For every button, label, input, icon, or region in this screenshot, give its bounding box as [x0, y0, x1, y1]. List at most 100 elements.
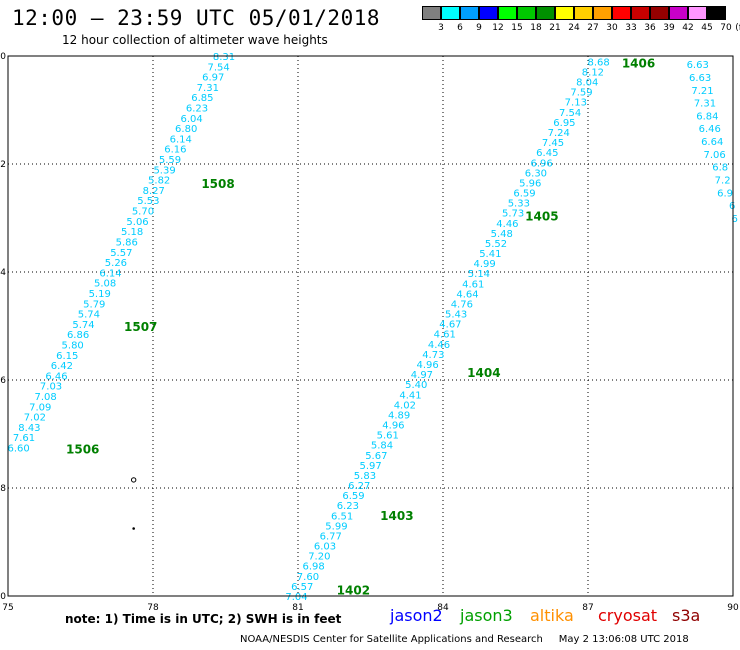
swh-value-label: 5.48 — [491, 229, 513, 240]
colorbar-swatch — [593, 6, 612, 20]
swh-value-label: 5.59 — [159, 155, 181, 166]
swh-value-label: 4.67 — [439, 320, 461, 331]
swh-value-label: 6.03 — [314, 542, 336, 553]
chart-title: 12:00 – 23:59 UTC 05/01/2018 — [12, 6, 381, 30]
y-tick-label: -34 — [0, 268, 6, 278]
swh-value-label: 6.64 — [701, 137, 723, 148]
swh-value-label: 8.12 — [582, 67, 604, 78]
swh-value-label: 7.24 — [548, 128, 570, 139]
swh-value-label: 7.08 — [35, 392, 57, 403]
swh-value-label: 4.99 — [473, 259, 495, 270]
marker-dot — [132, 527, 135, 530]
satellite-cryosat-label: cryosat — [598, 606, 658, 625]
y-tick-label: -38 — [0, 484, 6, 494]
swh-value-label: 7.04 — [285, 592, 307, 603]
x-tick-label: 90 — [727, 603, 739, 613]
time-label: 1506 — [66, 443, 99, 457]
swh-value-label: 8.27 — [143, 186, 165, 197]
swh-value-label: 7.31 — [197, 83, 219, 94]
x-tick-label: 81 — [292, 603, 303, 613]
colorbar-tick-label: 33 — [625, 23, 637, 33]
colorbar-tick-label: 45 — [701, 23, 713, 33]
time-label: 1402 — [337, 584, 370, 598]
colorbar-swatch — [574, 6, 593, 20]
colorbar-swatch — [517, 6, 536, 20]
swh-value-label: 8.43 — [18, 423, 40, 434]
swh-value-label: 4.76 — [451, 299, 473, 310]
swh-value-label: 6.23 — [337, 501, 359, 512]
colorbar-swatch — [688, 6, 707, 20]
swh-value-label: 7.45 — [542, 138, 564, 149]
swh-value-label: 6.8 — [712, 163, 728, 174]
swh-value-label: 7.59 — [570, 88, 592, 99]
colorbar-swatch — [498, 6, 517, 20]
swh-value-label: 7.61 — [13, 433, 35, 444]
timestamp-text: May 2 13:06:08 UTC 2018 — [558, 634, 689, 645]
swh-value-label: 5.18 — [121, 227, 143, 238]
swh-value-label: 5.96 — [519, 178, 541, 189]
colorbar-swatch — [555, 6, 574, 20]
y-tick-label: -36 — [0, 376, 6, 386]
swh-value-label: 6.77 — [320, 531, 342, 542]
swh-value-label: 7.20 — [308, 552, 330, 563]
swh-value-label: 6.60 — [7, 444, 29, 455]
marker-circle — [130, 477, 137, 483]
swh-value-label: 5.99 — [325, 521, 347, 532]
swh-value-label: 8.68 — [587, 57, 609, 68]
swh-value-label: 7.13 — [565, 98, 587, 109]
swh-value-label: 7.60 — [297, 572, 319, 583]
swh-value-label: 7.03 — [40, 382, 62, 393]
footer-credit: NOAA/NESDIS Center for Satellite Applica… — [240, 634, 689, 645]
swh-value-label: 5.19 — [89, 289, 111, 300]
swh-value-label: 7.09 — [29, 402, 51, 413]
colorbar-swatch — [536, 6, 555, 20]
swh-value-label: 5.73 — [502, 209, 524, 220]
colorbar-tick-label: 3 — [438, 23, 444, 33]
swh-value-label: 5.43 — [445, 310, 467, 321]
swh-value-label: 6.14 — [170, 134, 192, 145]
colorbar-tick-label: 70 — [720, 23, 732, 33]
y-tick-label: -40 — [0, 592, 6, 602]
colorbar-tick-label: 9 — [476, 23, 482, 33]
colorbar-tick-label: 12 — [492, 23, 504, 33]
swh-value-label: 5.06 — [126, 217, 148, 228]
swh-value-label: 7.54 — [559, 108, 581, 119]
swh-value-label: 6.14 — [99, 268, 121, 279]
swh-value-label: 4.97 — [411, 370, 433, 381]
time-label: 1406 — [622, 56, 655, 70]
swh-value-label: 7.21 — [691, 86, 713, 97]
swh-value-label: 5.14 — [468, 269, 490, 280]
swh-value-label: 6.51 — [331, 511, 353, 522]
swh-value-label: 6 — [731, 214, 737, 225]
swh-value-label: 4.61 — [462, 279, 484, 290]
satellite-jason3-label: jason3 — [460, 606, 513, 625]
swh-value-label: 6.86 — [67, 330, 89, 341]
swh-value-label: 5.52 — [485, 239, 507, 250]
swh-value-label: 6.59 — [342, 491, 364, 502]
swh-value-label: 5.41 — [479, 249, 501, 260]
swh-value-label: 4.89 — [388, 410, 410, 421]
swh-value-label: 5.40 — [405, 380, 427, 391]
swh-value-label: 7.02 — [24, 413, 46, 424]
colorbar-tick-label: 30 — [606, 23, 618, 33]
swh-value-label: 6.59 — [513, 189, 535, 200]
time-label: 1508 — [201, 177, 234, 191]
swh-value-label: 7.2 — [715, 176, 731, 187]
colorbar-tick-label: 27 — [587, 23, 599, 33]
time-label: 1405 — [525, 209, 558, 223]
colorbar-tick-label: 36 — [644, 23, 656, 33]
swh-value-label: 4.96 — [382, 421, 404, 432]
colorbar-tick-label: 15 — [511, 23, 523, 33]
x-tick-label: 87 — [582, 603, 593, 613]
swh-value-label: 6.85 — [191, 93, 213, 104]
swh-value-label: 6.97 — [202, 73, 224, 84]
credit-text: NOAA/NESDIS Center for Satellite Applica… — [240, 634, 543, 645]
swh-value-label: 5.39 — [153, 165, 175, 176]
swh-value-label: 4.41 — [399, 390, 421, 401]
swh-value-label: 7.31 — [694, 99, 716, 110]
colorbar-swatch — [441, 6, 460, 20]
swh-value-label: 6.98 — [303, 562, 325, 573]
colorbar-tick-label: 42 — [682, 23, 694, 33]
